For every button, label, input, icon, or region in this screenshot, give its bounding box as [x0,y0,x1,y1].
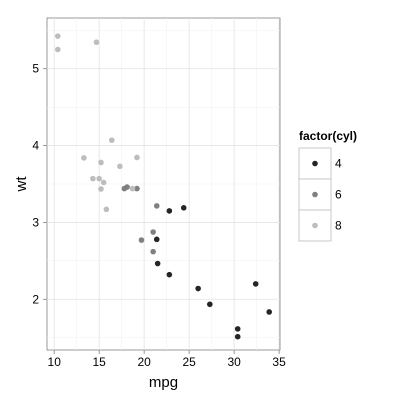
data-point-cyl-8 [93,39,100,46]
data-point-cyl-8 [129,185,136,192]
legend-label: 4 [335,157,342,171]
x-tick-label: 10 [48,355,62,369]
legend-key-point [312,191,318,198]
data-point-cyl-8 [117,163,123,170]
y-tick-label: 2 [32,292,39,306]
y-axis: 2 3 4 5 [32,62,47,306]
data-point-cyl-4 [252,281,259,287]
data-point-cyl-6 [138,237,145,243]
data-point-cyl-6 [150,229,156,235]
legend-key-point [312,222,318,229]
x-tick-label: 25 [182,355,196,369]
data-point-cyl-8 [103,206,110,213]
data-point-cyl-8 [54,33,61,39]
legend-title: factor(cyl) [299,129,357,143]
legend: factor(cyl) 4 6 8 [298,129,357,242]
x-axis: 10 15 20 25 30 35 [48,350,286,369]
data-point-cyl-8 [81,155,87,161]
data-point-cyl-8 [134,154,140,161]
data-point-cyl-4 [153,236,160,243]
data-point-cyl-4 [180,205,187,211]
legend-label: 6 [335,188,342,202]
y-tick-label: 4 [32,139,39,153]
data-point-cyl-8 [98,159,104,166]
x-tick-label: 20 [137,355,151,369]
data-point-cyl-8 [100,179,107,186]
x-tick-label: 35 [272,355,286,369]
y-tick-label: 3 [32,215,39,229]
data-point-cyl-8 [108,137,115,143]
y-tick-label: 5 [32,62,39,76]
x-tick-label: 30 [227,355,241,369]
x-axis-title: mpg [149,374,178,391]
legend-label: 8 [335,219,342,233]
data-point-cyl-6 [150,248,156,255]
data-point-cyl-4 [166,271,173,278]
legend-key-point [312,160,318,167]
data-point-cyl-4 [207,301,213,308]
legend-keys: 4 6 8 [298,147,342,242]
data-point-cyl-4 [154,260,161,267]
data-point-cyl-4 [266,309,273,315]
data-point-cyl-8 [90,175,96,182]
data-point-cyl-4 [195,285,201,292]
data-point-cyl-6 [121,185,128,192]
data-point-cyl-4 [166,208,173,214]
x-tick-label: 15 [92,355,106,369]
data-point-cyl-4 [234,333,241,340]
data-point-cyl-6 [153,203,160,209]
data-point-cyl-8 [54,46,61,53]
data-point-cyl-8 [98,186,104,192]
data-point-cyl-4 [234,326,241,332]
data-points [54,33,273,340]
data-point-cyl-6 [134,185,140,192]
y-axis-title: wt [13,176,30,193]
data-point-cyl-8 [96,175,102,182]
grid [47,18,280,350]
